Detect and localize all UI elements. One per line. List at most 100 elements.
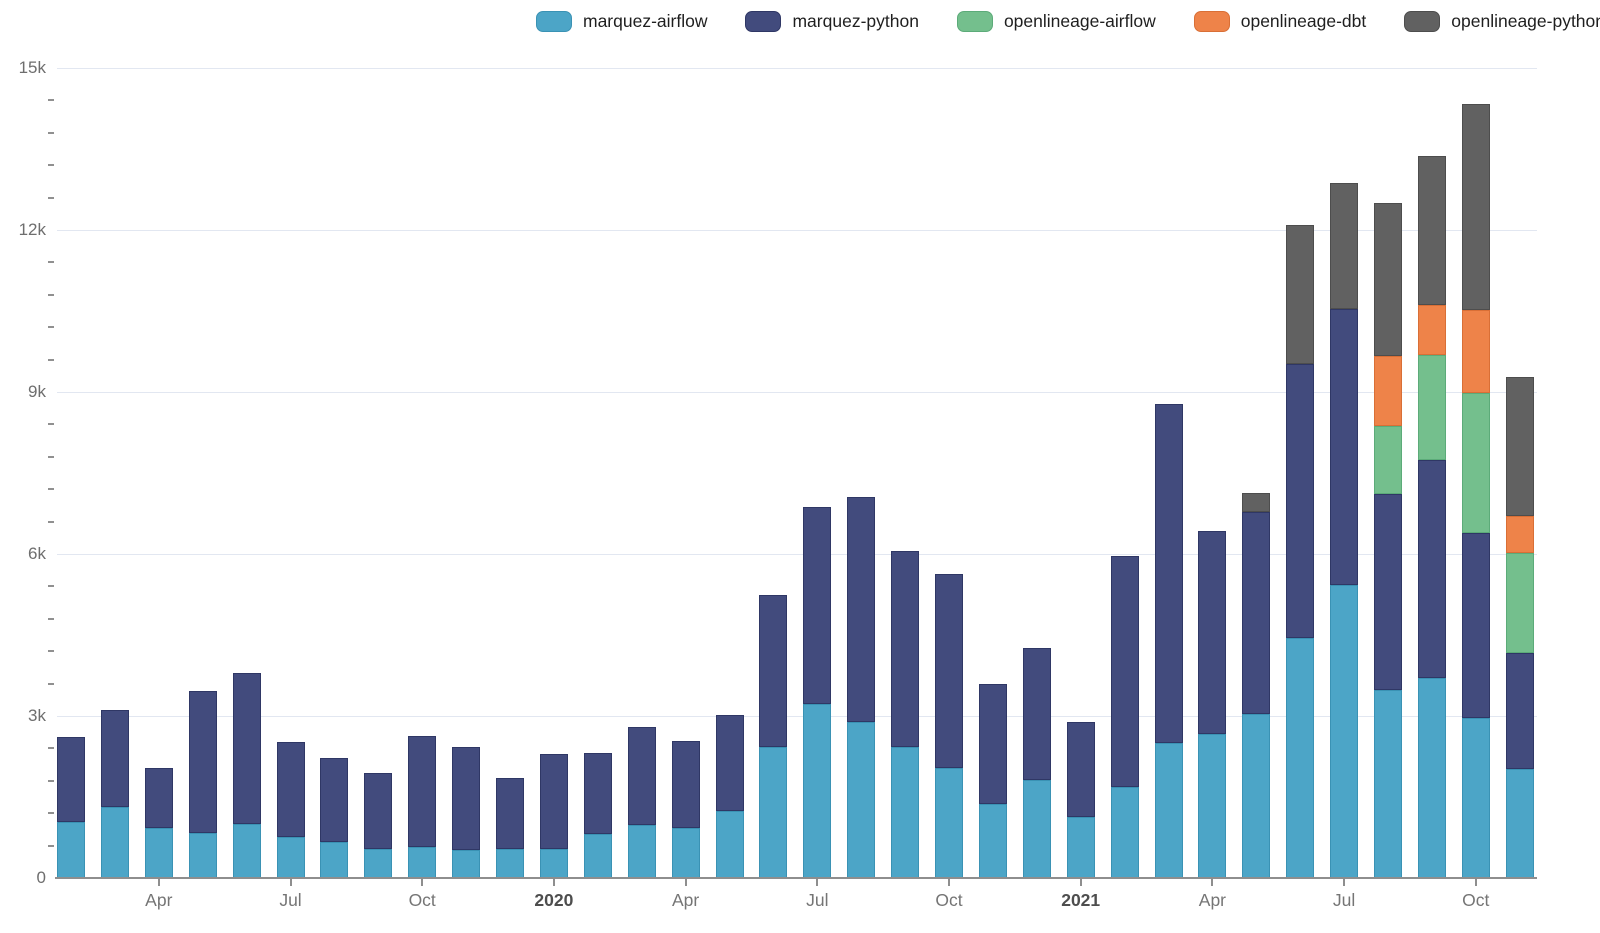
bar-segment-marquez-airflow[interactable]: [1374, 690, 1402, 878]
bar-segment-openlineage-python[interactable]: [1461, 104, 1490, 311]
bar-segment-marquez-airflow[interactable]: [1505, 769, 1534, 878]
x-axis-label: Apr: [1198, 890, 1227, 910]
legend-item-openlineage-dbt[interactable]: openlineage-dbt: [1193, 11, 1366, 32]
bar-segment-marquez-python[interactable]: [408, 735, 437, 847]
bar-segment-marquez-python[interactable]: [759, 595, 788, 748]
legend-item-marquez-python[interactable]: marquez-python: [745, 11, 919, 32]
bar-segment-marquez-python[interactable]: [100, 710, 129, 807]
bar-segment-marquez-python[interactable]: [1022, 647, 1051, 781]
bar-segment-openlineage-airflow[interactable]: [1505, 552, 1534, 653]
bar-segment-marquez-airflow[interactable]: [1154, 743, 1183, 878]
bar-segment-marquez-python[interactable]: [539, 754, 568, 850]
bar-segment-marquez-python[interactable]: [715, 714, 744, 812]
bar-segment-marquez-airflow[interactable]: [803, 704, 832, 878]
legend-item-marquez-airflow[interactable]: marquez-airflow: [536, 11, 707, 32]
bar-segment-marquez-airflow[interactable]: [320, 841, 349, 878]
bar-segment-marquez-airflow[interactable]: [715, 811, 744, 878]
bar-segment-marquez-python[interactable]: [1198, 530, 1227, 735]
bar-segment-marquez-airflow[interactable]: [100, 806, 129, 878]
bar-segment-marquez-airflow[interactable]: [847, 721, 876, 878]
bar-segment-marquez-airflow[interactable]: [891, 747, 920, 878]
bar-segment-marquez-python[interactable]: [583, 753, 612, 835]
bar-segment-marquez-airflow[interactable]: [539, 849, 568, 878]
bar-segment-marquez-airflow[interactable]: [144, 827, 173, 878]
legend-item-openlineage-airflow[interactable]: openlineage-airflow: [956, 11, 1156, 32]
bar-segment-openlineage-airflow[interactable]: [1417, 355, 1446, 461]
bar-segment-marquez-python[interactable]: [57, 736, 85, 822]
bar-segment-marquez-airflow[interactable]: [583, 834, 612, 878]
legend-swatch-icon: [1404, 11, 1441, 32]
bar-segment-marquez-airflow[interactable]: [57, 821, 85, 878]
bar-segment-marquez-airflow[interactable]: [759, 747, 788, 878]
bar-segment-marquez-python[interactable]: [627, 727, 656, 825]
y-minor-tick: [48, 520, 54, 523]
bar-segment-marquez-python[interactable]: [1330, 308, 1359, 586]
bar-segment-marquez-python[interactable]: [1066, 722, 1095, 818]
bar-segment-openlineage-python[interactable]: [1374, 203, 1402, 356]
bar-segment-marquez-airflow[interactable]: [1066, 817, 1095, 878]
bar-segment-marquez-airflow[interactable]: [276, 837, 305, 878]
bar-segment-marquez-python[interactable]: [452, 747, 481, 850]
legend-swatch-icon: [745, 11, 782, 32]
bar-segment-marquez-airflow[interactable]: [1417, 677, 1446, 878]
bar-segment-marquez-python[interactable]: [803, 507, 832, 705]
bar-segment-marquez-airflow[interactable]: [1022, 780, 1051, 878]
bar-segment-marquez-python[interactable]: [232, 673, 261, 825]
bar-segment-marquez-airflow[interactable]: [935, 768, 963, 878]
bar-segment-marquez-airflow[interactable]: [671, 828, 700, 878]
bar-segment-marquez-airflow[interactable]: [364, 849, 393, 878]
bar-segment-marquez-python[interactable]: [847, 496, 876, 722]
bar-segment-marquez-python[interactable]: [496, 778, 524, 850]
bar-segment-marquez-python[interactable]: [276, 742, 305, 838]
legend-label: openlineage-python: [1451, 11, 1600, 31]
bar-segment-openlineage-python[interactable]: [1242, 492, 1271, 512]
bar-segment-openlineage-python[interactable]: [1330, 183, 1359, 309]
bar-segment-openlineage-python[interactable]: [1417, 156, 1446, 305]
bar-segment-marquez-airflow[interactable]: [408, 846, 437, 878]
bar-segment-marquez-airflow[interactable]: [978, 804, 1007, 878]
bar-segment-marquez-python[interactable]: [1110, 555, 1139, 787]
bar-segment-marquez-python[interactable]: [144, 767, 173, 828]
bar-segment-openlineage-python[interactable]: [1505, 376, 1534, 517]
bar-segment-marquez-airflow[interactable]: [1242, 714, 1271, 878]
y-gridline: [57, 554, 1537, 555]
bar-segment-openlineage-airflow[interactable]: [1461, 392, 1490, 533]
bar-segment-openlineage-dbt[interactable]: [1461, 310, 1490, 393]
bar-segment-marquez-airflow[interactable]: [1198, 734, 1227, 878]
bar-segment-marquez-python[interactable]: [671, 740, 700, 829]
bar-segment-marquez-airflow[interactable]: [1286, 638, 1315, 878]
bar-segment-marquez-airflow[interactable]: [1461, 718, 1490, 878]
bar-segment-marquez-python[interactable]: [1461, 532, 1490, 719]
y-axis-label: 6k: [28, 544, 46, 563]
bar-segment-openlineage-python[interactable]: [1286, 224, 1315, 364]
bar-segment-marquez-airflow[interactable]: [188, 833, 217, 878]
x-axis-tick: [552, 879, 555, 886]
bar-segment-marquez-python[interactable]: [1505, 652, 1534, 770]
bar-segment-marquez-airflow[interactable]: [1330, 585, 1359, 878]
y-minor-tick: [48, 99, 54, 102]
bar-segment-openlineage-airflow[interactable]: [1374, 426, 1402, 495]
bar-segment-marquez-airflow[interactable]: [232, 824, 261, 878]
bar-segment-marquez-python[interactable]: [891, 551, 920, 748]
bar-segment-marquez-python[interactable]: [320, 758, 349, 842]
bar-segment-openlineage-dbt[interactable]: [1417, 304, 1446, 355]
y-axis-label: 12k: [18, 220, 46, 239]
bar-segment-marquez-python[interactable]: [364, 772, 393, 850]
bar-segment-marquez-python[interactable]: [1154, 404, 1183, 744]
bar-segment-marquez-python[interactable]: [1242, 511, 1271, 715]
legend-item-openlineage-python[interactable]: openlineage-python: [1404, 11, 1600, 32]
bar-segment-marquez-airflow[interactable]: [496, 849, 524, 878]
bar-segment-marquez-python[interactable]: [1417, 460, 1446, 678]
bar-segment-marquez-python[interactable]: [978, 684, 1007, 805]
y-minor-tick: [48, 164, 54, 167]
bar-segment-openlineage-dbt[interactable]: [1374, 355, 1402, 426]
x-axis-tick: [157, 879, 160, 886]
bar-segment-marquez-python[interactable]: [935, 574, 963, 769]
bar-segment-marquez-airflow[interactable]: [1110, 786, 1139, 878]
bar-segment-openlineage-dbt[interactable]: [1505, 516, 1534, 553]
bar-segment-marquez-python[interactable]: [188, 690, 217, 834]
bar-segment-marquez-python[interactable]: [1374, 494, 1402, 691]
bar-segment-marquez-airflow[interactable]: [627, 824, 656, 878]
bar-segment-marquez-airflow[interactable]: [452, 849, 481, 878]
bar-segment-marquez-python[interactable]: [1286, 363, 1315, 639]
